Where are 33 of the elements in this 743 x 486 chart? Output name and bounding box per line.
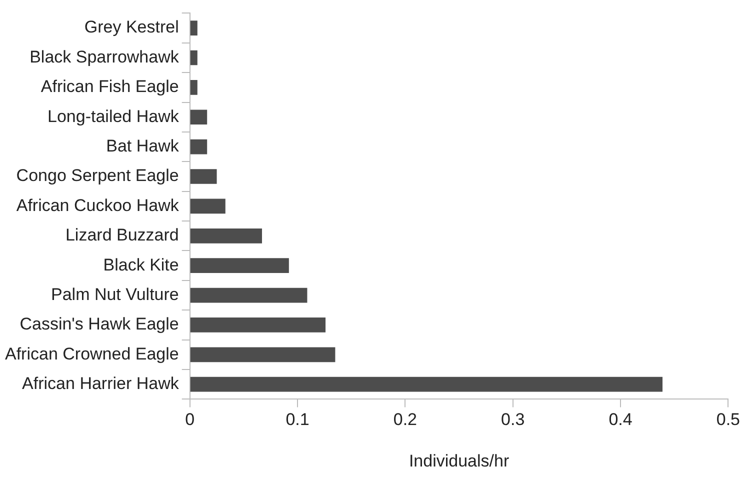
bar [190,139,208,154]
bar [190,228,262,244]
y-tick-label: African Fish Eagle [40,77,179,96]
y-tick-label: Black Sparrowhawk [30,47,180,66]
bar [190,376,663,392]
x-tick-label: 0.5 [716,410,740,430]
bar [190,50,198,66]
y-tick-label: African Crowned Eagle [4,344,179,364]
y-tick-label: Lizard Buzzard [65,226,179,245]
bar [190,258,289,274]
bar [190,110,208,125]
y-tick-label: Palm Nut Vulture [50,284,179,304]
x-tick-label: 0.1 [286,410,310,430]
y-tick-label: Black Kite [103,255,179,274]
bar [190,347,336,362]
x-tick-label: 0.4 [608,410,632,430]
y-tick-label: African Harrier Hawk [22,374,180,394]
y-tick-label: Grey Kestrel [84,18,179,37]
x-axis-title: Individuals/hr [408,451,510,470]
bar [190,20,198,36]
bar [190,80,198,95]
x-tick-label: 0 [185,410,195,430]
y-tick-label: Long-tailed Hawk [48,106,180,126]
y-tick-label: Congo Serpent Eagle [16,166,179,186]
bar [190,169,217,184]
x-tick-label: 0.3 [501,410,525,430]
bar [190,198,226,214]
bar [190,318,326,332]
bar [190,288,308,303]
y-tick-label: African Cuckoo Hawk [16,196,180,215]
y-tick-label: Cassin's Hawk Eagle [20,314,179,334]
x-tick-label: 0.2 [393,410,418,430]
y-tick-label: Bat Hawk [106,136,180,156]
